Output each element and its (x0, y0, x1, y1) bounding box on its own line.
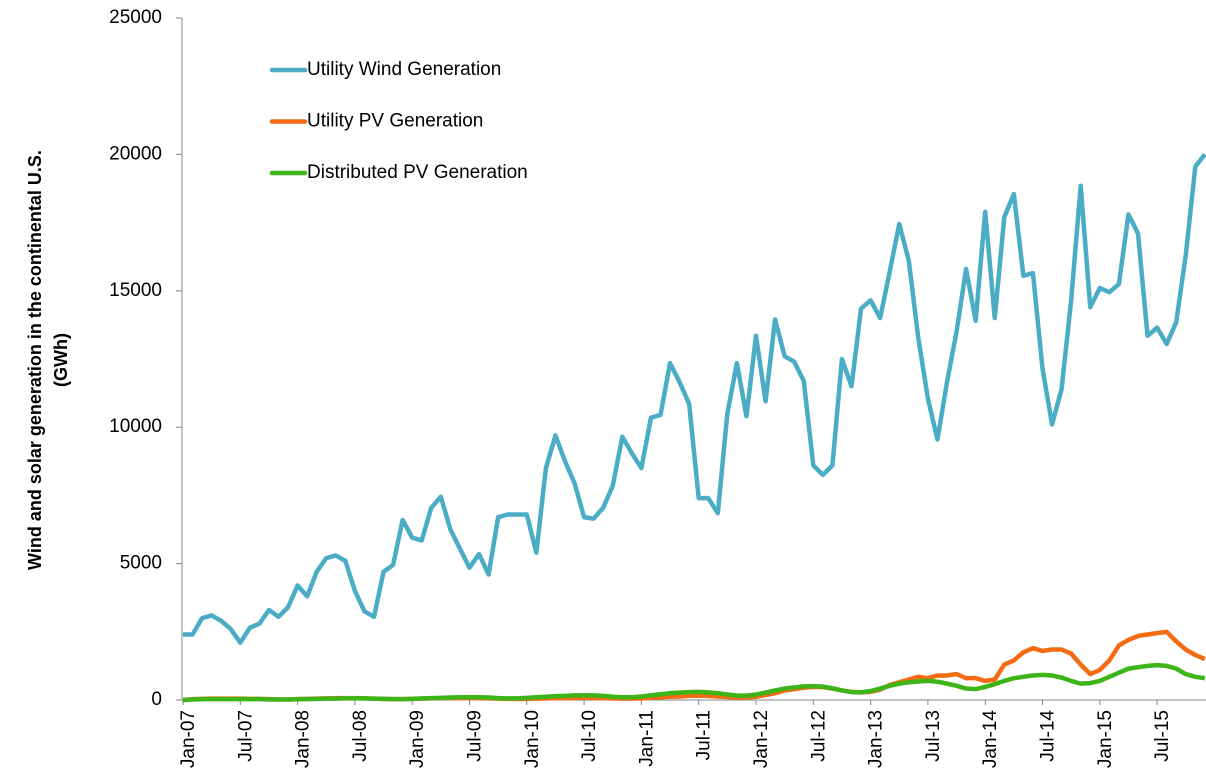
y-axis-label: Wind and solar generation in the contine… (25, 150, 45, 570)
x-tick-label: Jan-14 (980, 710, 1001, 769)
x-tick-label: Jan-07 (178, 710, 199, 768)
x-tick-label: Jan-09 (407, 710, 428, 768)
y-axis-label: (GWh) (51, 333, 71, 387)
x-tick-label: Jul-07 (235, 710, 256, 762)
y-tick-label: 25000 (109, 7, 162, 28)
x-tick-label: Jul-15 (1152, 710, 1173, 762)
x-tick-label: Jan-10 (522, 710, 543, 768)
x-tick-label: Jan-13 (866, 710, 887, 768)
y-tick-label: 0 (151, 689, 162, 710)
x-tick-label: Jan-08 (293, 710, 314, 768)
legend-label: Utility PV Generation (307, 111, 483, 132)
x-tick-label: Jul-13 (923, 710, 944, 762)
x-tick-label: Jan-11 (636, 710, 657, 767)
x-tick-label: Jul-10 (579, 710, 600, 762)
x-tick-label: Jul-08 (350, 710, 371, 762)
legend-label: Utility Wind Generation (307, 59, 501, 80)
y-tick-label: 20000 (109, 143, 162, 164)
series-line (183, 153, 1206, 645)
x-tick-label: Jul-09 (465, 710, 486, 762)
legend-label: Distributed PV Generation (307, 162, 528, 183)
y-tick-label: 15000 (109, 280, 162, 301)
series-line (182, 662, 1206, 703)
x-tick-label: Jul-14 (1038, 710, 1059, 762)
x-tick-label: Jan-15 (1095, 710, 1116, 768)
y-tick-label: 5000 (120, 553, 162, 574)
x-tick-label: Jan-12 (751, 710, 772, 768)
x-tick-label: Jul-11 (694, 710, 715, 760)
x-tick-label: Jul-12 (808, 710, 829, 762)
y-tick-label: 10000 (109, 416, 162, 437)
